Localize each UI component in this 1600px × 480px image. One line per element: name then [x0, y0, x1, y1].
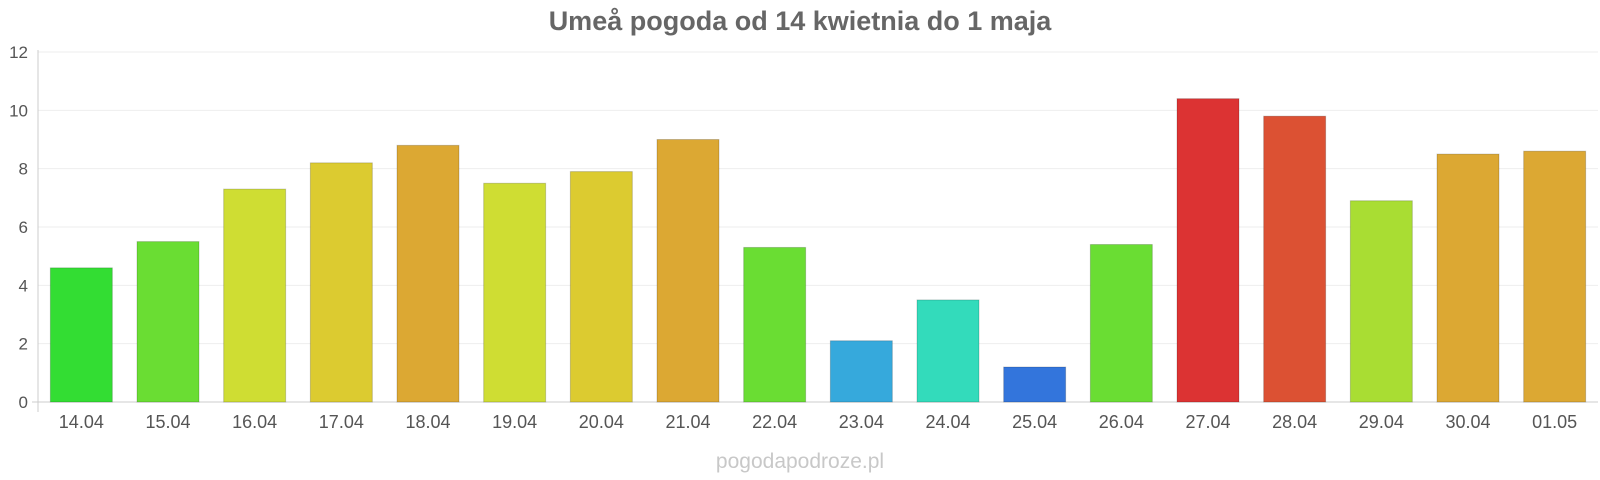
- bar-29.04: [1349, 200, 1413, 403]
- y-tick-label-4: 4: [19, 276, 28, 295]
- x-tick-label-14.04: 14.04: [59, 412, 104, 432]
- tick-labels: 0 2 4 6 8 10 12 14.04 15.04 16.04 17.04 18.04 19.04 2…: [9, 43, 1577, 432]
- x-tick-label-01.05: 01.05: [1532, 412, 1577, 432]
- x-tick-label-20.04: 20.04: [579, 412, 624, 432]
- x-tick-label-15.04: 15.04: [145, 412, 190, 432]
- y-tick-label-0: 0: [19, 393, 28, 412]
- bar-27.04: [1176, 98, 1240, 403]
- y-tick-label-10: 10: [9, 101, 28, 120]
- bar-17.04: [309, 162, 373, 403]
- bar-22.04: [743, 246, 807, 403]
- x-tick-label-25.04: 25.04: [1012, 412, 1057, 432]
- y-tick-label-2: 2: [19, 335, 28, 354]
- x-tick-label-17.04: 17.04: [319, 412, 364, 432]
- x-tick-label-29.04: 29.04: [1359, 412, 1404, 432]
- x-tick-label-21.04: 21.04: [665, 412, 710, 432]
- bar-23.04: [829, 340, 893, 403]
- x-tick-label-28.04: 28.04: [1272, 412, 1317, 432]
- x-tick-label-18.04: 18.04: [405, 412, 450, 432]
- x-tick-label-26.04: 26.04: [1099, 412, 1144, 432]
- gridlines: [38, 51, 1598, 345]
- bar-26.04: [1089, 244, 1153, 403]
- axes: [32, 50, 1598, 412]
- bar-01.05: [1523, 150, 1587, 403]
- bar-18.04: [396, 144, 460, 403]
- bar-30.04: [1436, 153, 1500, 403]
- bars: [49, 98, 1587, 403]
- y-tick-label-12: 12: [9, 43, 28, 62]
- x-tick-label-19.04: 19.04: [492, 412, 537, 432]
- bar-20.04: [569, 171, 633, 403]
- x-tick-label-24.04: 24.04: [925, 412, 970, 432]
- x-tick-label-30.04: 30.04: [1445, 412, 1490, 432]
- bar-15.04: [136, 241, 200, 403]
- y-tick-label-8: 8: [19, 160, 28, 179]
- x-tick-label-16.04: 16.04: [232, 412, 277, 432]
- x-tick-label-27.04: 27.04: [1185, 412, 1230, 432]
- bar-28.04: [1263, 115, 1327, 403]
- bar-21.04: [656, 139, 720, 403]
- bar-16.04: [223, 188, 287, 403]
- watermark: pogodapodroze.pl: [715, 450, 885, 473]
- y-tick-label-6: 6: [19, 218, 28, 237]
- chart-title: Umeå pogoda od 14 kwietnia do 1 maja: [548, 6, 1052, 36]
- x-tick-label-23.04: 23.04: [839, 412, 884, 432]
- bar-25.04: [1003, 366, 1067, 403]
- bar-19.04: [483, 182, 547, 403]
- bar-14.04: [49, 267, 113, 403]
- x-tick-label-22.04: 22.04: [752, 412, 797, 432]
- bar-24.04: [916, 299, 980, 403]
